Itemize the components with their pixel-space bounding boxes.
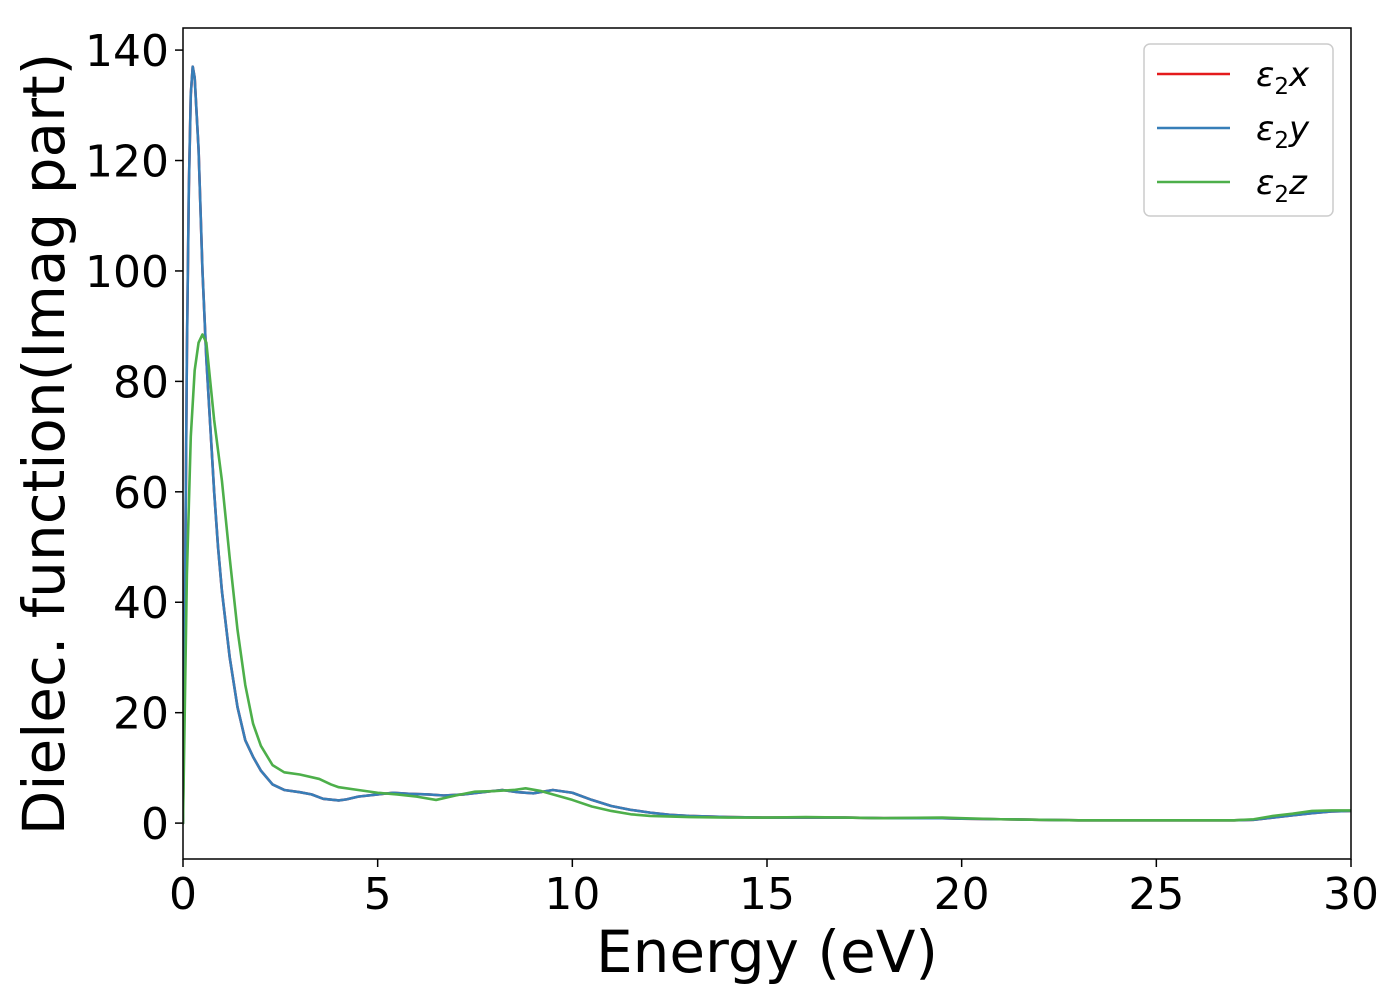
x-axis-label: Energy (eV)	[596, 918, 938, 986]
y-tick-label: 100	[85, 247, 169, 298]
x-tick-label: 5	[364, 869, 392, 920]
x-axis-ticks: 0 5 10 15 20 25 30	[169, 859, 1379, 920]
y-tick-label: 80	[113, 357, 169, 408]
y-axis-label: Dielec. function(Imag part)	[10, 53, 78, 836]
series-line-z	[183, 333, 1351, 825]
y-tick-label: 60	[113, 468, 169, 519]
legend-label: ε2y	[1256, 109, 1310, 154]
x-tick-label: 10	[544, 869, 600, 920]
legend-box	[1143, 43, 1334, 217]
y-tick-label: 140	[85, 26, 169, 77]
legend-entry-z: ε2z	[1157, 163, 1308, 208]
series-layer	[183, 65, 1351, 825]
legend: ε2x ε2y ε2z	[1143, 43, 1334, 217]
x-tick-label: 15	[739, 869, 795, 920]
x-tick-label: 20	[934, 869, 990, 920]
x-tick-label: 25	[1128, 869, 1184, 920]
y-tick-label: 20	[113, 689, 169, 740]
y-tick-label: 0	[141, 799, 169, 850]
legend-entry-x: ε2x	[1157, 55, 1310, 100]
y-tick-label: 120	[85, 137, 169, 188]
legend-label: ε2x	[1256, 55, 1310, 100]
legend-label: ε2z	[1256, 163, 1308, 208]
x-tick-label: 30	[1323, 869, 1379, 920]
legend-entry-y: ε2y	[1157, 109, 1310, 154]
x-tick-label: 0	[169, 869, 197, 920]
y-tick-label: 40	[113, 578, 169, 629]
y-axis-ticks: 0 20 40 60 80 100 120 140	[85, 26, 183, 850]
